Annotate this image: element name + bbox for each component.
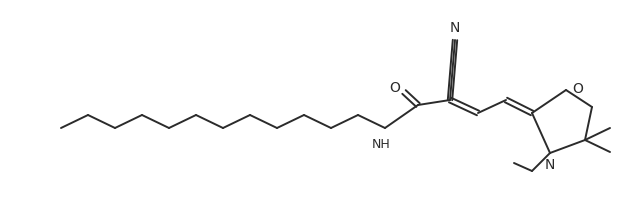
Text: NH: NH xyxy=(372,138,390,151)
Text: N: N xyxy=(545,158,555,172)
Text: O: O xyxy=(390,81,401,95)
Text: O: O xyxy=(572,82,583,96)
Text: N: N xyxy=(450,21,460,35)
